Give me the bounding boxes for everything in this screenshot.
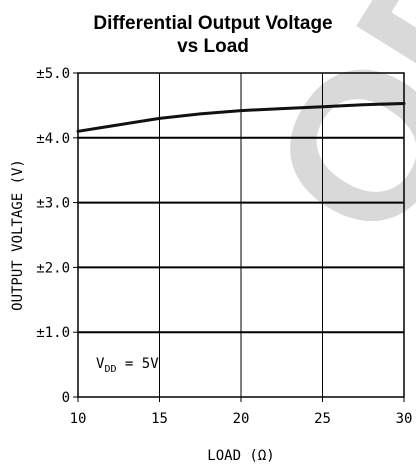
grid [73,72,405,402]
y-tick-label-3: ±3.0 [36,196,70,212]
vdd-annotation-prefix: V [96,356,105,372]
vdd-annotation: VDD = 5V [96,356,159,375]
chart-title-line2: vs Load [177,36,249,57]
x-tick-label-1: 15 [151,411,168,427]
y-tick-label-1: ±1.0 [36,325,70,341]
y-tick-label-0: 0 [62,390,70,406]
y-tick-label-2: ±2.0 [36,260,70,276]
series-group [76,101,406,133]
x-axis-label: LOAD (Ω) [207,448,274,464]
vdd-annotation-suffix: = 5V [116,356,159,372]
y-tick-label-4: ±4.0 [36,131,70,147]
x-tick-label-4: 30 [396,411,413,427]
series-line-0 [76,101,406,133]
x-tick-label-2: 20 [233,411,250,427]
y-tick-labels: 0 ±1.0 ±2.0 ±3.0 ±4.0 ±5.0 [36,66,70,406]
x-tick-label-3: 25 [314,411,331,427]
x-tick-labels: 10 15 20 25 30 [70,411,413,427]
plot-frame [77,72,405,398]
y-axis-label: OUTPUT VOLTAGE (V) [10,159,26,311]
chart-title-line1: Differential Output Voltage [93,13,332,34]
x-tick-label-0: 10 [70,411,87,427]
y-tick-label-5: ±5.0 [36,66,70,82]
vdd-annotation-subscript: DD [104,364,116,375]
